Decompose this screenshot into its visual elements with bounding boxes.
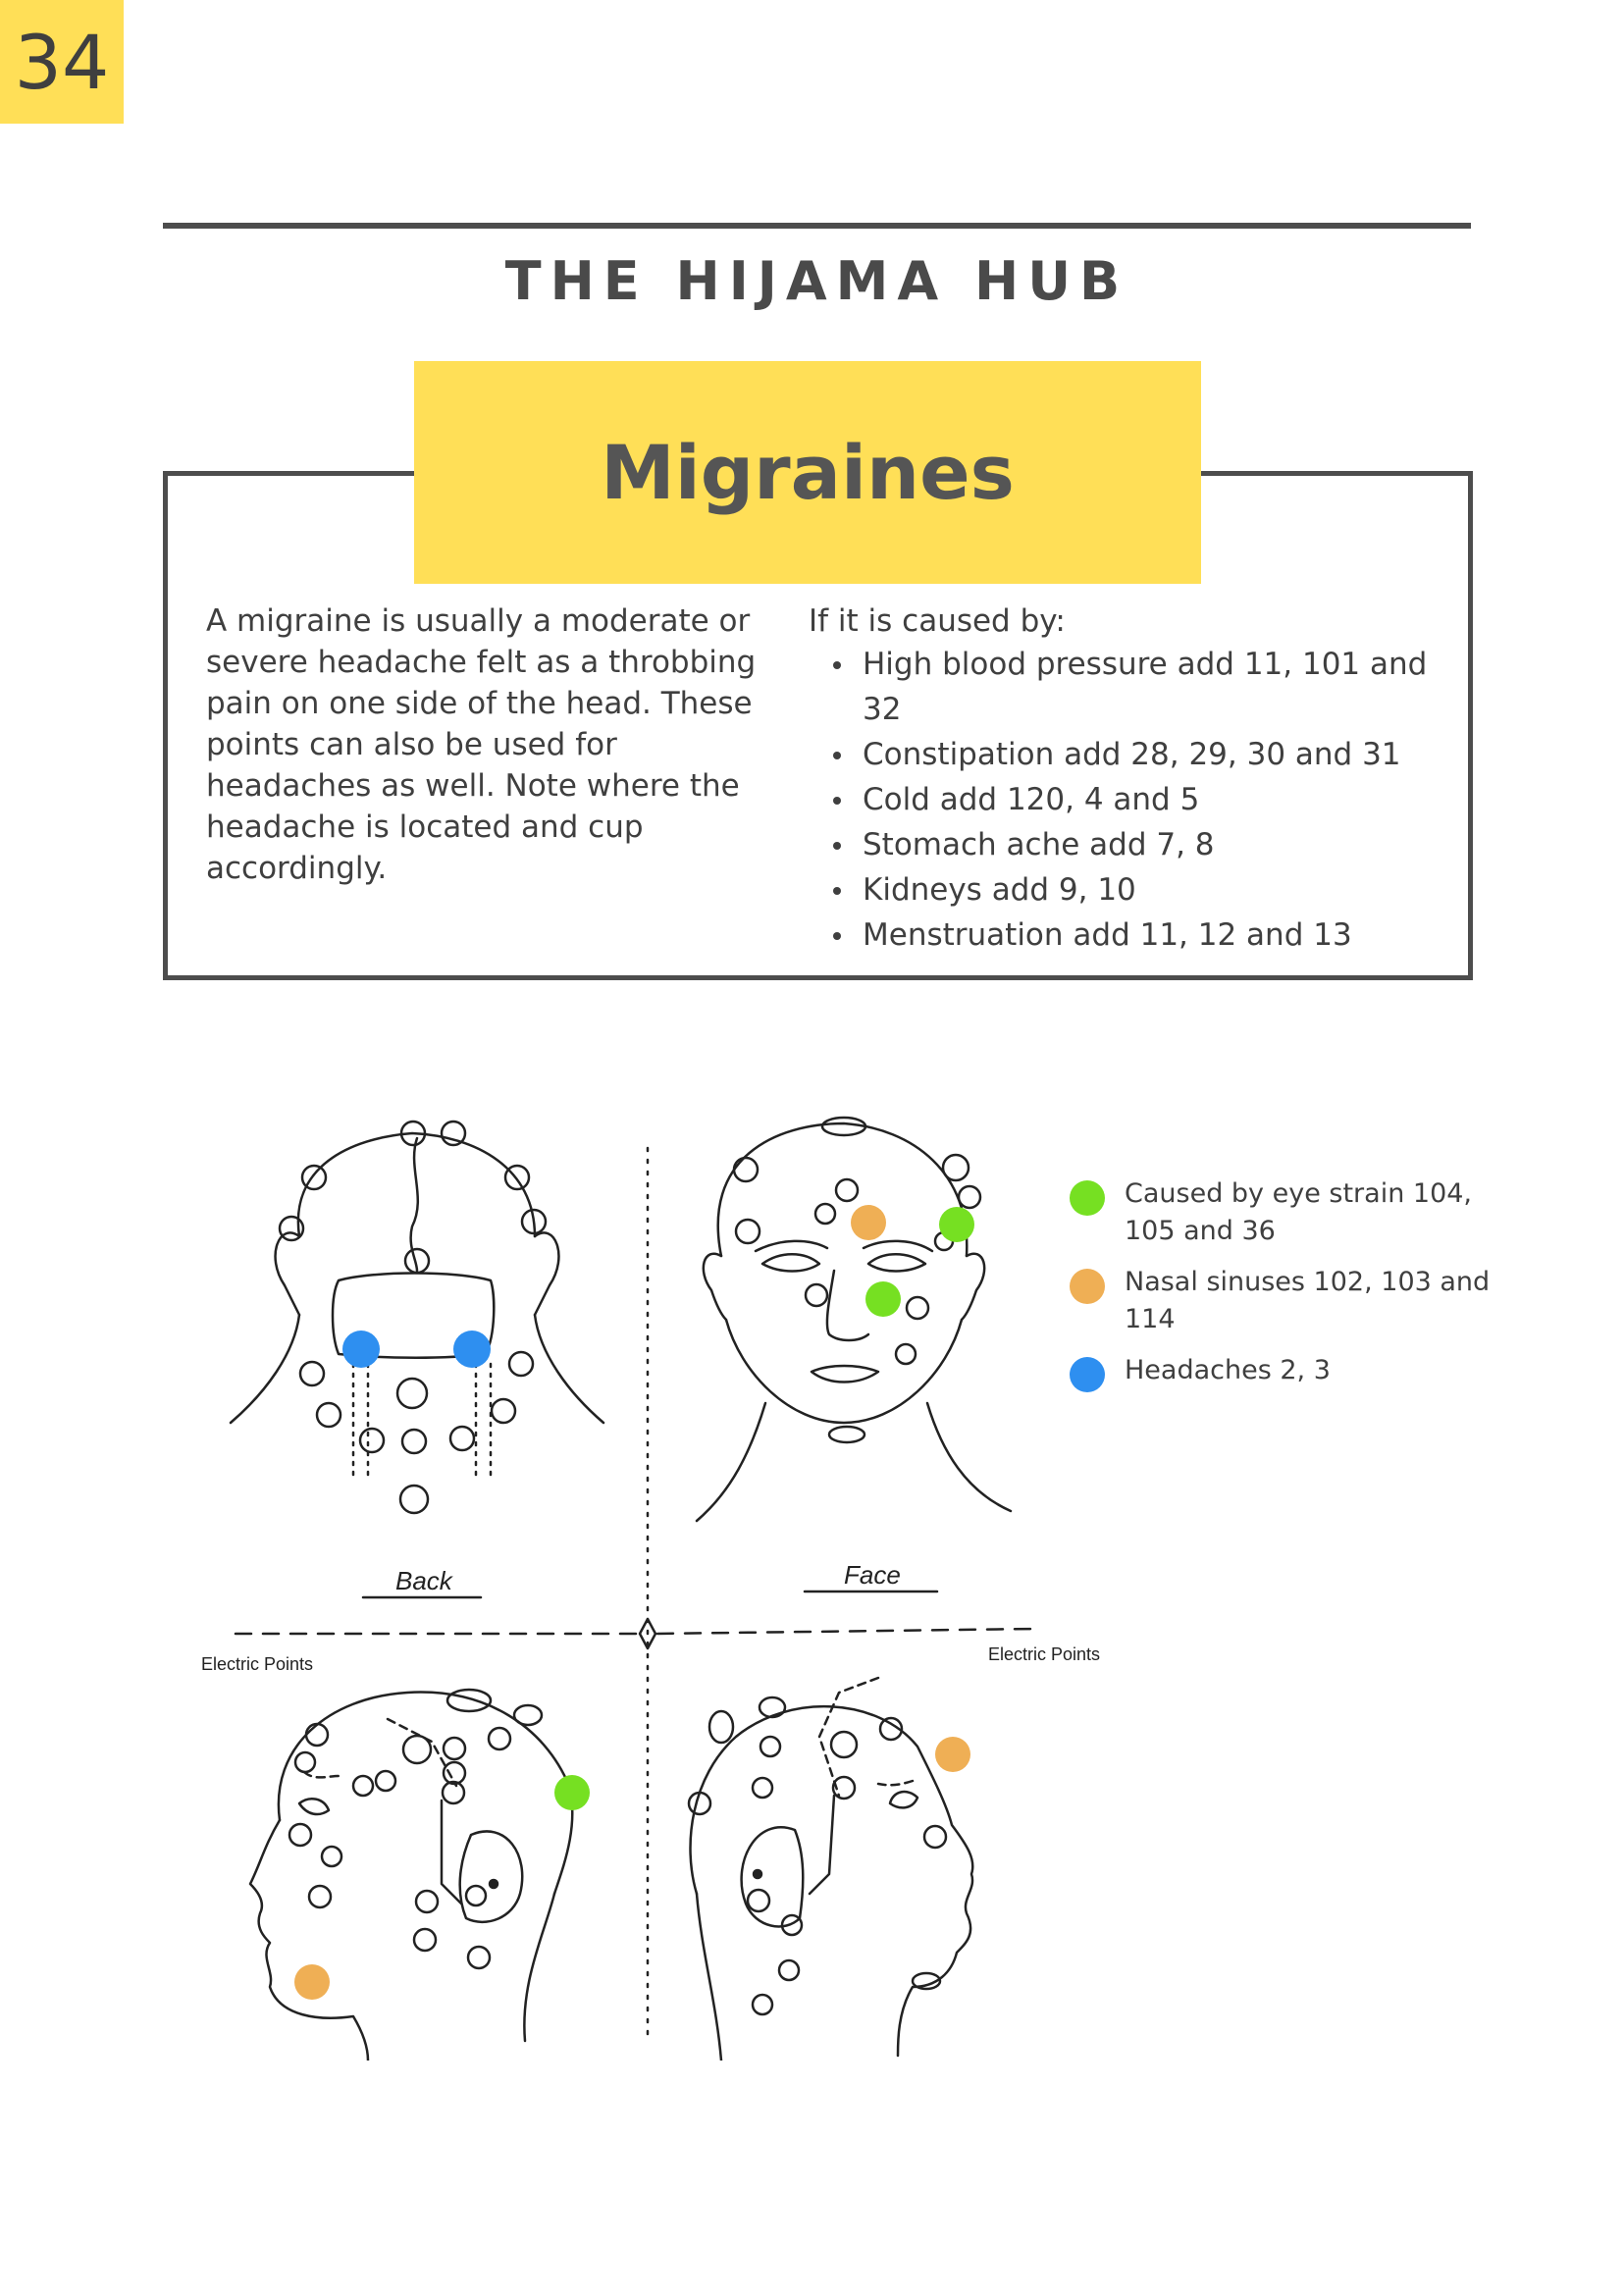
right-profile-ear-mark	[752, 1868, 763, 1880]
electric-points-label-left: Electric Points	[201, 1654, 313, 1674]
cause-item: High blood pressure add 11, 101 and 32	[809, 642, 1437, 732]
legend-item: Headaches 2, 3	[1070, 1352, 1531, 1392]
face-view-label: Face	[844, 1560, 901, 1590]
left-profile-point-markers	[288, 1688, 544, 1970]
legend: Caused by eye strain 104, 105 and 36 Nas…	[1070, 1175, 1531, 1403]
face-drawing	[695, 1122, 1013, 1523]
eye-strain-marker	[865, 1281, 901, 1317]
right-profile-point-markers	[687, 1696, 948, 2016]
legend-item: Caused by eye strain 104, 105 and 36	[1070, 1175, 1531, 1250]
legend-dot-green	[1070, 1180, 1105, 1216]
legend-label: Headaches 2, 3	[1125, 1355, 1331, 1385]
cause-item: Cold add 120, 4 and 5	[809, 777, 1437, 822]
legend-label: Caused by eye strain 104, 105 and 36	[1125, 1178, 1473, 1246]
header-rule	[163, 223, 1471, 229]
brand-title: THE HIJAMA HUB	[504, 250, 1129, 312]
cause-item: Stomach ache add 7, 8	[809, 822, 1437, 867]
causes-list: High blood pressure add 11, 101 and 32 C…	[809, 642, 1437, 958]
causes-section: If it is caused by: High blood pressure …	[809, 600, 1437, 958]
divider-diamond	[638, 1617, 657, 1650]
page-number-badge: 34	[0, 0, 124, 124]
left-profile-ear-mark	[488, 1878, 499, 1890]
nasal-marker	[294, 1964, 330, 2000]
left-profile-drawing	[248, 1691, 574, 2061]
page-number: 34	[14, 18, 110, 106]
electric-points-label-right: Electric Points	[988, 1644, 1100, 1664]
legend-dot-blue	[1070, 1357, 1105, 1392]
cause-item: Menstruation add 11, 12 and 13	[809, 913, 1437, 958]
back-point-markers	[278, 1120, 548, 1515]
nasal-marker	[935, 1737, 970, 1772]
legend-label: Nasal sinuses 102, 103 and 114	[1125, 1267, 1491, 1334]
left-electric-lines	[302, 1717, 458, 1788]
back-head-drawing	[229, 1131, 605, 1425]
eye-strain-marker	[939, 1207, 974, 1242]
legend-item: Nasal sinuses 102, 103 and 114	[1070, 1264, 1531, 1338]
description-text: A migraine is usually a moderate or seve…	[206, 603, 757, 886]
back-dotted-lines	[351, 1362, 493, 1484]
headache-marker	[342, 1331, 380, 1368]
cause-item: Constipation add 28, 29, 30 and 31	[809, 732, 1437, 777]
causes-intro: If it is caused by:	[809, 603, 1066, 639]
headache-marker	[453, 1331, 491, 1368]
cause-item: Kidneys add 9, 10	[809, 867, 1437, 913]
eye-strain-marker	[554, 1775, 590, 1810]
right-profile-drawing	[689, 1704, 974, 2061]
page-title: Migraines	[601, 429, 1015, 516]
highlight-markers	[294, 1205, 974, 2000]
divider-horizontal	[234, 1627, 1037, 1636]
back-view-label: Back	[395, 1566, 454, 1595]
nasal-marker	[851, 1205, 886, 1240]
right-electric-lines	[817, 1676, 915, 1798]
title-banner: Migraines	[414, 361, 1201, 584]
cupping-points-diagram: Back Face Electric Points Electric Point…	[201, 1116, 1100, 2061]
legend-dot-orange	[1070, 1269, 1105, 1304]
